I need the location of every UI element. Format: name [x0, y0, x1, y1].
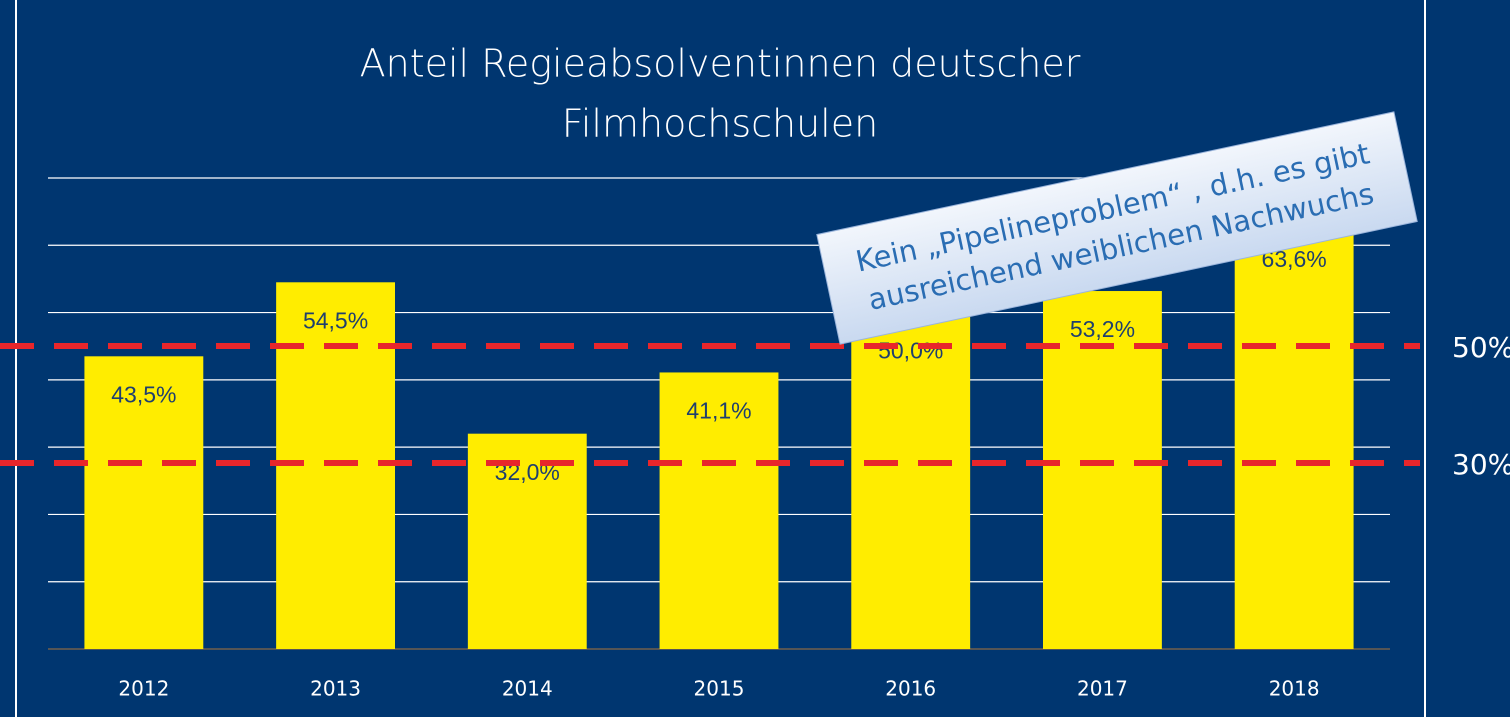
- data-label: 53,2%: [1070, 316, 1135, 342]
- chart-title: Anteil Regieabsolventinnen deutscher: [360, 42, 1081, 86]
- x-tick-label: 2016: [885, 677, 936, 701]
- chart-title: Filmhochschulen: [562, 102, 878, 146]
- reference-label: 50%: [1452, 331, 1510, 364]
- bar: [1042, 291, 1162, 649]
- bar: [467, 433, 587, 649]
- x-tick-label: 2018: [1269, 677, 1320, 701]
- bars: 201243,5%201354,5%201432,0%201541,1%2016…: [84, 221, 1354, 701]
- x-tick-label: 2013: [310, 677, 361, 701]
- data-label: 43,5%: [111, 381, 176, 407]
- x-tick-label: 2012: [118, 677, 169, 701]
- x-tick-label: 2014: [502, 677, 553, 701]
- data-label: 41,1%: [686, 398, 751, 424]
- data-label: 54,5%: [303, 307, 368, 333]
- callout-box: [816, 111, 1418, 345]
- bar: [851, 312, 971, 649]
- bar: [84, 356, 204, 649]
- chart-frame: [15, 0, 1426, 717]
- bar: [659, 372, 779, 649]
- reference-label: 30%: [1452, 448, 1510, 481]
- bar: [1234, 221, 1354, 649]
- data-label: 50,0%: [878, 338, 943, 364]
- x-tick-label: 2015: [694, 677, 745, 701]
- x-tick-label: 2017: [1077, 677, 1128, 701]
